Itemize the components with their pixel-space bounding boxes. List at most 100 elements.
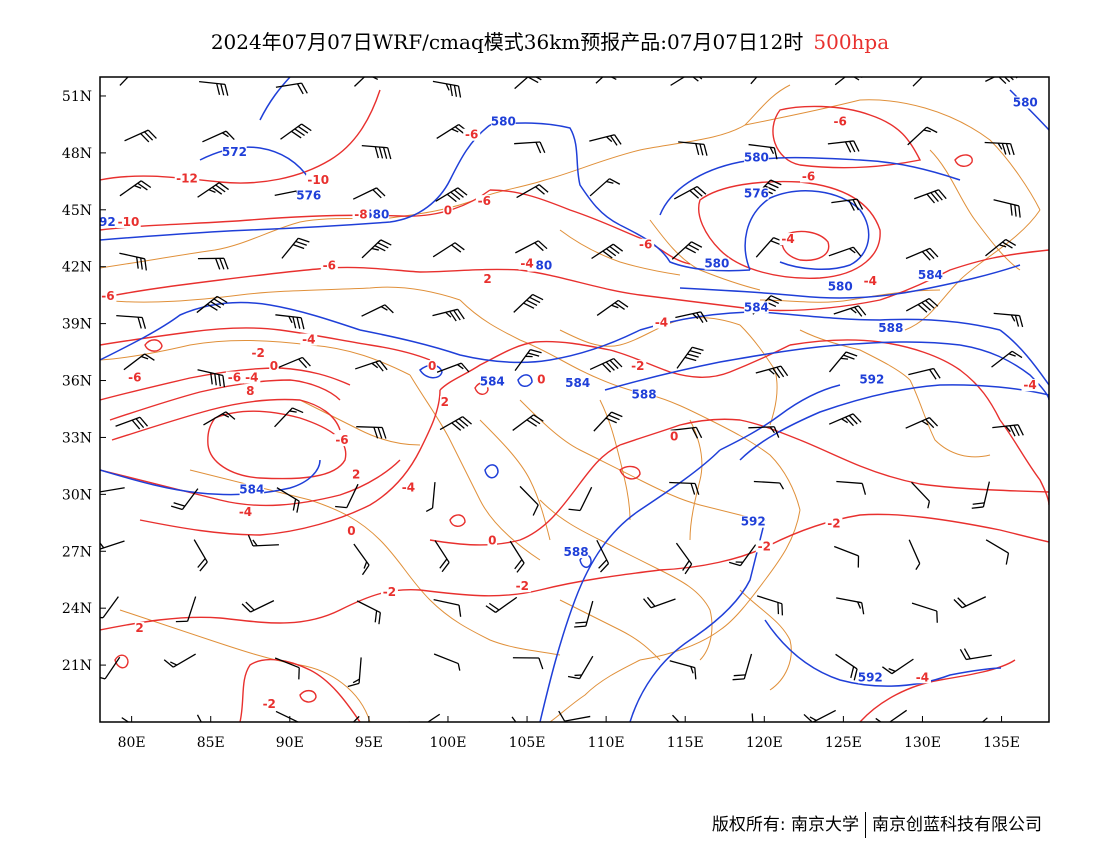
wind-barb	[116, 314, 147, 329]
contour-label-bg	[222, 145, 247, 158]
geopotential-contour-line	[619, 224, 751, 272]
geopotential-contour-line	[629, 519, 766, 722]
wind-barb	[833, 305, 867, 317]
contour-label: -10	[307, 173, 329, 187]
wind-barb	[119, 180, 152, 197]
wind-barb	[514, 348, 542, 372]
wind-barb	[352, 187, 386, 200]
credits: 版权所有: 南京大学 南京创蓝科技有限公司	[712, 810, 1042, 838]
contour-label: -2	[758, 539, 771, 553]
contour-label: -2	[383, 585, 396, 599]
contour-label: 588	[632, 388, 657, 402]
wind-barb	[574, 600, 594, 628]
wind-barb	[432, 308, 465, 322]
y-tick-label: 51N	[62, 89, 92, 105]
contour-label-bg	[134, 621, 145, 634]
y-tick-label: 36N	[62, 374, 92, 390]
contour-label: 584	[565, 376, 590, 390]
contour-label: 576	[744, 187, 769, 201]
contour-label-bg	[237, 506, 255, 519]
contour-label: -2	[631, 359, 644, 373]
credits-separator	[865, 812, 866, 838]
temperature-contour-line	[100, 327, 431, 361]
contour-label: -2	[263, 697, 276, 711]
y-tick-label: 42N	[62, 260, 92, 276]
contour-label-bg	[116, 215, 141, 228]
wind-barb	[828, 246, 862, 257]
contour-label-bg	[333, 434, 351, 447]
contour-label: -6	[639, 238, 652, 252]
wind-barb	[514, 77, 545, 90]
temperature-contour-line	[100, 367, 351, 401]
temperature-contour-line	[439, 340, 611, 391]
wind-barb	[675, 311, 708, 323]
geopotential-contour-line	[639, 311, 1001, 331]
wind-barb	[275, 710, 300, 722]
border-line	[479, 84, 791, 199]
contour-label-bg	[755, 540, 773, 553]
contour-label-bg	[536, 373, 547, 386]
contour-label-bg	[825, 517, 843, 530]
contour-label: 0	[488, 534, 496, 548]
wind-barb	[513, 293, 544, 313]
contour-label: -6	[335, 433, 348, 447]
contour-label-bg	[300, 333, 318, 346]
geopotential-contour-line	[1009, 89, 1049, 131]
temperature-contour-line	[419, 544, 771, 597]
wind-barb	[732, 653, 753, 681]
contour-label: 584	[239, 482, 264, 496]
contour-label: 8	[246, 384, 254, 398]
wind-barb	[100, 540, 125, 550]
wind-barb	[515, 240, 548, 254]
wind-barb	[433, 653, 461, 671]
wind-barb	[432, 242, 465, 258]
wind-barb	[436, 123, 469, 139]
x-tick-label: 100E	[429, 735, 466, 751]
contour-label-bg	[260, 697, 278, 710]
temperature-contour-line	[619, 418, 801, 446]
temperature-contour-line	[299, 690, 317, 703]
geopotential-contour-line	[999, 329, 1049, 386]
contour-label: -12	[176, 171, 198, 185]
wind-barb	[981, 717, 988, 722]
temperature-contour-line	[207, 410, 347, 480]
contour-label: -6	[128, 371, 141, 385]
wind-barb	[241, 600, 275, 613]
contour-labels: 5805805725765805805805765805805845845885…	[100, 95, 1039, 711]
wind-barb	[589, 134, 622, 146]
contour-label-bg	[239, 483, 265, 496]
contour-label-bg	[740, 515, 766, 528]
contour-label-bg	[364, 208, 390, 221]
temperature-contours	[100, 89, 1049, 722]
temperature-contour-line	[144, 339, 163, 352]
contour-label-bg	[918, 269, 943, 282]
contour-label-bg	[126, 371, 144, 384]
wind-barb	[905, 297, 939, 313]
wind-barb	[875, 709, 908, 722]
wind-barb	[434, 540, 450, 573]
contour-label-bg	[669, 430, 679, 443]
wind-barb	[119, 252, 147, 271]
wind-barb	[100, 487, 125, 493]
y-tick-label: 24N	[62, 601, 92, 617]
wind-barb	[748, 426, 780, 438]
geopotential-contour-line	[484, 464, 499, 479]
temperature-contour-line	[799, 439, 1049, 493]
temperature-contour-line	[698, 180, 881, 279]
contour-label-bg	[352, 208, 370, 221]
wind-barb	[991, 350, 1023, 368]
wind-barb	[828, 351, 858, 373]
contour-label-bg	[249, 346, 267, 359]
title-level: 500hpa	[813, 30, 890, 54]
x-tick-label: 110E	[588, 735, 625, 751]
wind-barb	[276, 487, 300, 513]
geopotential-contour-line	[539, 449, 721, 722]
wind-barb	[834, 545, 860, 568]
wind-barb	[905, 417, 939, 429]
wind-barb	[485, 596, 518, 613]
wind-barb	[568, 486, 593, 512]
contour-label: -4	[245, 371, 258, 385]
contour-label: -6	[802, 169, 815, 183]
wind-barb	[751, 713, 754, 722]
temperature-contour-line	[474, 382, 489, 395]
